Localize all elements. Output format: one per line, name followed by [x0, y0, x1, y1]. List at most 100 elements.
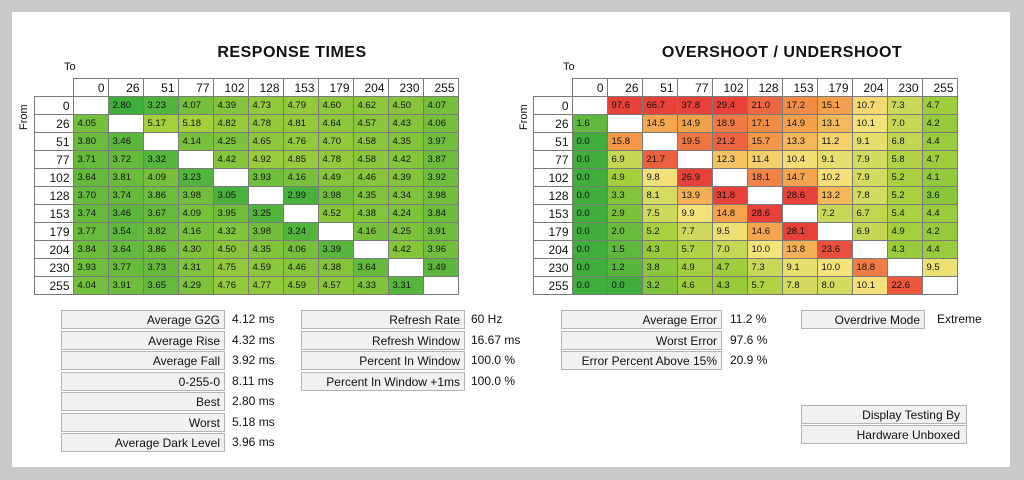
heatmap-cell [142, 132, 179, 151]
heatmap-cell: 3.86 [142, 240, 179, 259]
stat-row: Average Rise 4.32 ms [61, 330, 302, 351]
heatmap-cell: 4.57 [317, 276, 354, 295]
heatmap-cell: 4.35 [387, 132, 424, 151]
heatmap-cell: 4.76 [212, 276, 249, 295]
heatmap-cell: 10.2 [816, 168, 853, 187]
stat-value: 20.9 % [730, 353, 768, 367]
heatmap-cell [177, 150, 214, 169]
heatmap-cell: 4.35 [352, 186, 389, 205]
row-header: 51 [533, 132, 573, 151]
heatmap-cell: 9.8 [641, 168, 678, 187]
heatmap-cell [317, 222, 354, 241]
row-header: 179 [533, 222, 573, 241]
heatmap-cell: 4.73 [247, 96, 284, 115]
heatmap-cell: 21.2 [711, 132, 748, 151]
heatmap-cell [886, 258, 923, 277]
heatmap-cell [746, 186, 783, 205]
heatmap-cell: 2.0 [606, 222, 643, 241]
heatmap-cell: 0.0 [606, 276, 643, 295]
heatmap-cell: 5.7 [676, 240, 713, 259]
stat-label: Worst [61, 412, 225, 432]
heatmap-cell: 4.82 [212, 114, 249, 133]
row-header: 128 [34, 186, 74, 205]
stat-row: Average Fall 3.92 ms [61, 351, 302, 371]
overshoot-from-label: From [518, 104, 530, 130]
heatmap-cell: 0.0 [571, 204, 608, 223]
heatmap-cell: 4.70 [317, 132, 354, 151]
heatmap-cell: 7.2 [816, 204, 853, 223]
stat-row: Percent In Window 100.0 % [301, 351, 541, 371]
heatmap-cell: 3.64 [72, 168, 109, 187]
heatmap-cell: 4.75 [212, 258, 249, 277]
heatmap-cell: 2.99 [282, 186, 319, 205]
heatmap-cell: 0.0 [571, 168, 608, 187]
stat-value: 100.0 % [471, 373, 516, 388]
heatmap-cell: 4.35 [247, 240, 284, 259]
heatmap-cell: 3.6 [921, 186, 958, 205]
heatmap-cell: 4.07 [422, 96, 459, 115]
stat-label: Average Error [561, 310, 722, 329]
heatmap-cell: 7.9 [851, 150, 888, 169]
heatmap-cell: 3.81 [107, 168, 144, 187]
heatmap-cell: 28.6 [746, 204, 783, 223]
heatmap-cell: 1.2 [606, 258, 643, 277]
column-header: 204 [851, 78, 888, 97]
credit-text-1: Display Testing By [801, 405, 967, 424]
heatmap-cell: 4.7 [711, 258, 748, 277]
heatmap-cell: 2.9 [606, 204, 643, 223]
heatmap-cell: 3.46 [107, 204, 144, 223]
heatmap-cell: 3.2 [641, 276, 678, 295]
column-header: 0 [571, 78, 608, 97]
heatmap-cell: 4.78 [247, 114, 284, 133]
stat-value: 11.2 % [730, 312, 767, 326]
heatmap-cell: 97.6 [606, 96, 643, 115]
stat-value: 3.96 ms [232, 435, 275, 449]
stat-row: Best 2.80 ms [61, 392, 302, 412]
heatmap-cell: 4.9 [886, 222, 923, 241]
heatmap-cell: 6.9 [606, 150, 643, 169]
heatmap-cell: 3.3 [606, 186, 643, 205]
column-header: 128 [746, 78, 783, 97]
heatmap-cell: 3.86 [142, 186, 179, 205]
heatmap-cell: 10.7 [851, 96, 888, 115]
heatmap-cell: 4.9 [676, 258, 713, 277]
heatmap-cell: 3.77 [72, 222, 109, 241]
heatmap-cell [781, 204, 818, 223]
heatmap-cell: 7.8 [781, 276, 818, 295]
heatmap-cell: 5.2 [641, 222, 678, 241]
column-header: 77 [676, 78, 713, 97]
stat-row: Refresh Window 16.67 ms [301, 330, 541, 351]
heatmap-cell: 4.33 [352, 276, 389, 295]
heatmap-cell: 3.23 [142, 96, 179, 115]
stat-label: 0-255-0 [61, 371, 225, 391]
heatmap-cell: 5.17 [142, 114, 179, 133]
heatmap-cell: 3.84 [422, 204, 459, 223]
heatmap-cell: 9.9 [676, 204, 713, 223]
column-header: 51 [142, 78, 179, 97]
heatmap-cell [921, 276, 958, 295]
heatmap-cell: 12.3 [711, 150, 748, 169]
stat-row: Worst 5.18 ms [61, 412, 302, 433]
heatmap-cell: 37.8 [676, 96, 713, 115]
heatmap-cell: 3.31 [387, 276, 424, 295]
heatmap-cell: 4.29 [177, 276, 214, 295]
heatmap-cell: 4.7 [921, 96, 958, 115]
heatmap-cell: 4.3 [886, 240, 923, 259]
heatmap-cell: 4.77 [247, 276, 284, 295]
heatmap-cell: 0.0 [571, 276, 608, 295]
heatmap-cell: 19.5 [676, 132, 713, 151]
heatmap-cell: 23.6 [816, 240, 853, 259]
heatmap-cell: 4.58 [352, 150, 389, 169]
column-header: 153 [282, 78, 319, 97]
heatmap-cell: 4.78 [317, 150, 354, 169]
column-header: 51 [641, 78, 678, 97]
heatmap-cell: 4.85 [282, 150, 319, 169]
heatmap-cell: 4.52 [317, 204, 354, 223]
heatmap-cell: 3.23 [177, 168, 214, 187]
heatmap-cell [816, 222, 853, 241]
heatmap-cell: 10.4 [781, 150, 818, 169]
heatmap-cell: 13.9 [676, 186, 713, 205]
heatmap-cell: 7.7 [676, 222, 713, 241]
heatmap-cell: 4.42 [212, 150, 249, 169]
heatmap-cell: 28.1 [781, 222, 818, 241]
